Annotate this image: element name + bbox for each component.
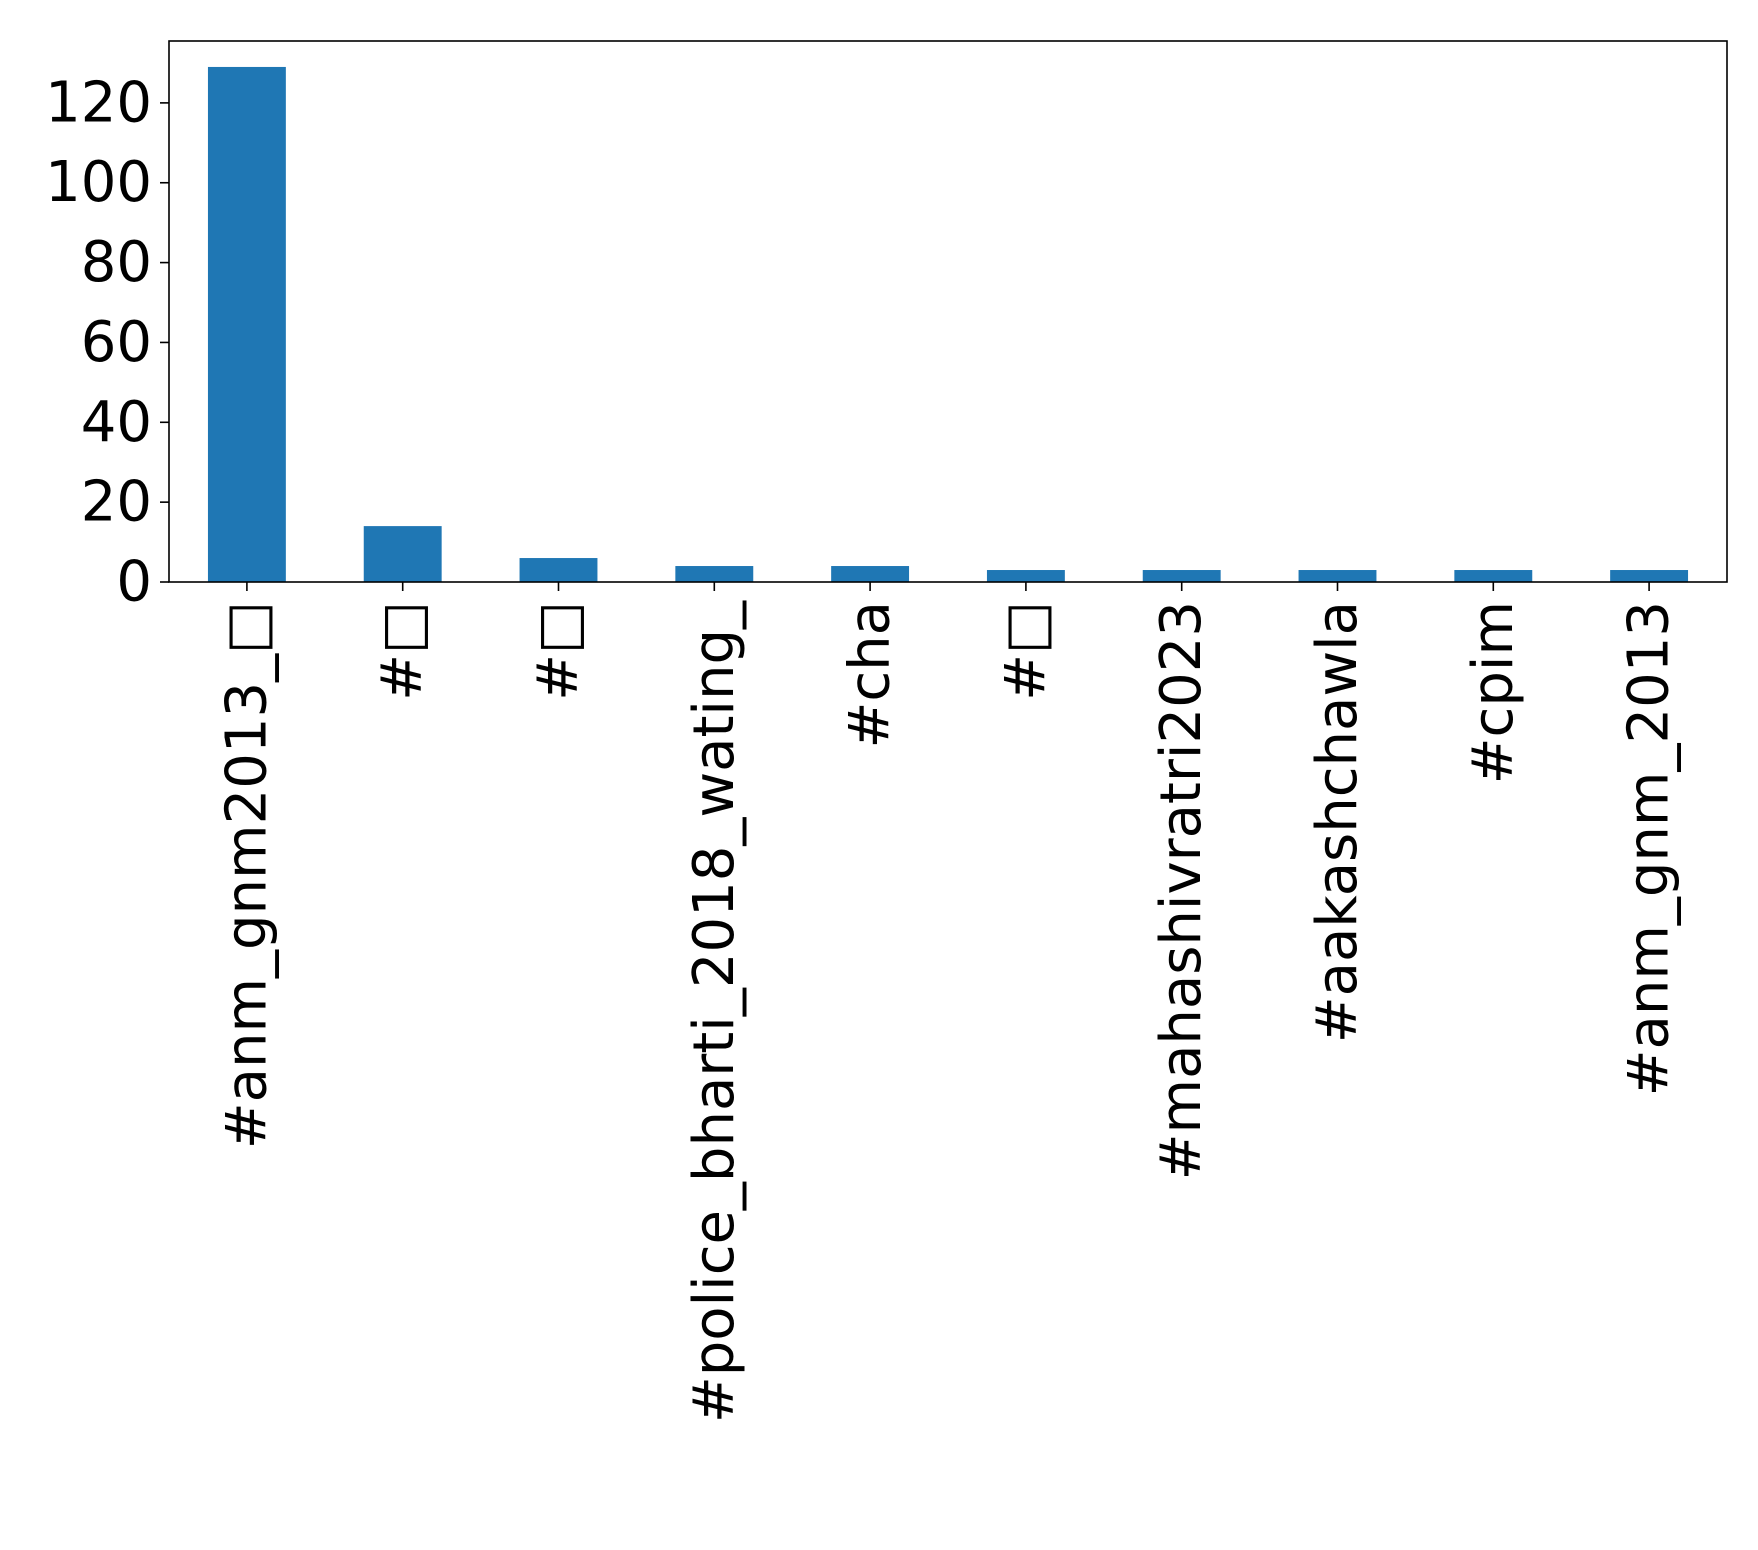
x-tick-label: #anm_gnm2013_□ [214, 601, 279, 1149]
bar-6 [1142, 570, 1221, 582]
y-tick-label: 100 [45, 150, 152, 215]
y-tick-label: 80 [81, 230, 152, 295]
x-tick-label: #□ [526, 601, 591, 701]
bar-7 [1298, 570, 1377, 582]
bar-0 [207, 66, 286, 582]
bar-4 [831, 566, 910, 582]
x-tick-label: #mahashivratri2023 [1149, 601, 1214, 1180]
bar-9 [1610, 570, 1689, 582]
x-tick-label: #cha [838, 601, 903, 749]
y-tick-label: 60 [81, 310, 152, 375]
y-tick-label: 120 [45, 70, 152, 135]
bar-2 [519, 558, 598, 582]
y-tick-label: 40 [81, 390, 152, 455]
x-tick-label: #anm_gnm_2013 [1617, 601, 1682, 1096]
x-axis: #anm_gnm2013_□ #□ #□ #police_bharti_2018_wa… [214, 582, 1682, 1423]
bar-1 [363, 526, 442, 582]
x-tick-label: #aakashchawla [1305, 601, 1370, 1043]
x-tick-label: #□ [993, 601, 1058, 701]
y-tick-label: 0 [116, 550, 152, 615]
bars-layer [207, 66, 1689, 582]
x-tick-label: #police_bharti_2018_wating_ [682, 600, 747, 1423]
x-tick-label: #□ [370, 601, 435, 701]
bar-5 [986, 570, 1065, 582]
bar-3 [675, 566, 754, 582]
y-tick-label: 20 [81, 470, 152, 535]
plot-frame [168, 40, 1728, 583]
x-tick-label: #cpim [1461, 601, 1526, 784]
bar-8 [1454, 570, 1533, 582]
y-axis: 0 20 40 60 80 100 120 [45, 70, 169, 615]
